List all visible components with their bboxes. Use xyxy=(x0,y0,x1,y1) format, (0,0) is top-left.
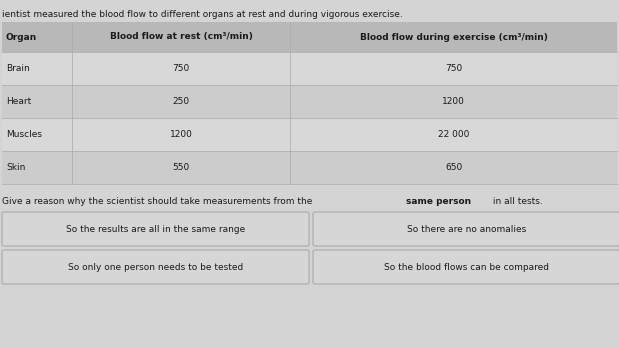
Text: ientist measured the blood flow to different organs at rest and during vigorous : ientist measured the blood flow to diffe… xyxy=(2,10,403,19)
FancyBboxPatch shape xyxy=(313,250,619,284)
Text: Muscles: Muscles xyxy=(6,130,42,139)
Bar xyxy=(2,118,617,151)
Text: So the results are all in the same range: So the results are all in the same range xyxy=(66,224,245,234)
Text: 750: 750 xyxy=(445,64,462,73)
Text: 22 000: 22 000 xyxy=(438,130,469,139)
Text: So the blood flows can be compared: So the blood flows can be compared xyxy=(384,262,549,271)
FancyBboxPatch shape xyxy=(2,212,309,246)
Text: So only one person needs to be tested: So only one person needs to be tested xyxy=(68,262,243,271)
Text: same person: same person xyxy=(406,197,471,206)
FancyBboxPatch shape xyxy=(2,250,309,284)
Text: Blood flow at rest (cm³/min): Blood flow at rest (cm³/min) xyxy=(110,32,253,41)
Text: Organ: Organ xyxy=(6,32,37,41)
Text: 750: 750 xyxy=(172,64,189,73)
Text: 550: 550 xyxy=(172,163,189,172)
Text: 1200: 1200 xyxy=(442,97,465,106)
Bar xyxy=(2,151,617,184)
Text: Blood flow during exercise (cm³/min): Blood flow during exercise (cm³/min) xyxy=(360,32,547,41)
Text: 250: 250 xyxy=(173,97,189,106)
Text: Give a reason why the scientist should take measurements from the: Give a reason why the scientist should t… xyxy=(2,197,315,206)
Bar xyxy=(2,85,617,118)
Text: 650: 650 xyxy=(445,163,462,172)
Text: Skin: Skin xyxy=(6,163,25,172)
Text: Heart: Heart xyxy=(6,97,31,106)
Bar xyxy=(2,52,617,85)
FancyBboxPatch shape xyxy=(313,212,619,246)
Text: So there are no anomalies: So there are no anomalies xyxy=(407,224,526,234)
Text: 1200: 1200 xyxy=(170,130,193,139)
Bar xyxy=(2,22,617,52)
Text: in all tests.: in all tests. xyxy=(490,197,543,206)
Text: Brain: Brain xyxy=(6,64,30,73)
